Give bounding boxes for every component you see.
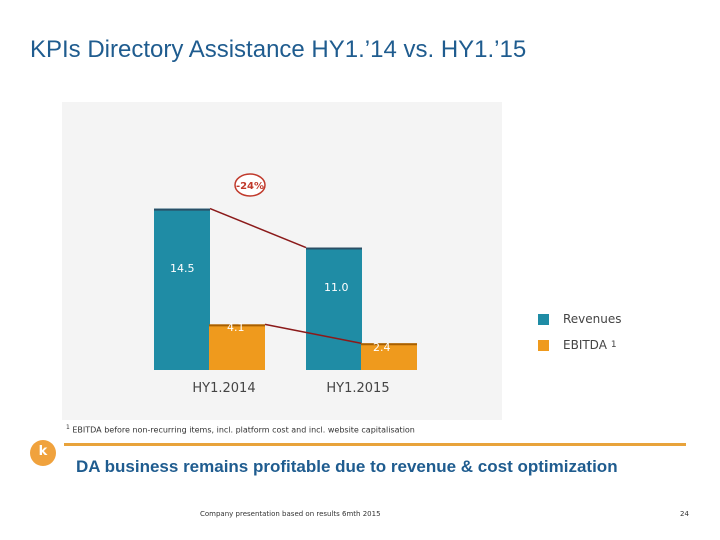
- bar-revenues-1: [306, 247, 362, 370]
- company-logo: k: [30, 440, 56, 466]
- x-tick-label-1: HY1.2015: [326, 381, 389, 396]
- x-tick-label-0: HY1.2014: [192, 381, 255, 396]
- legend-label-revenues: Revenues: [563, 312, 622, 326]
- data-label-ebitda-1: 2.4: [373, 341, 391, 354]
- kpi-bar-chart: 14.5 11.0 4.1 2.4 -24% HY1.2014 HY1.2015: [154, 173, 417, 396]
- divider: [64, 443, 686, 446]
- page-title: KPIs Directory Assistance HY1.’14 vs. HY…: [30, 36, 527, 63]
- trend-line-revenues: [209, 207, 307, 249]
- footer-note: Company presentation based on results 6m…: [200, 510, 381, 518]
- legend-item-ebitda: EBITDA 1: [538, 332, 622, 358]
- data-label-revenues-0: 14.5: [170, 262, 195, 275]
- change-callout-text: -24%: [236, 181, 264, 192]
- page-number: 24: [680, 510, 689, 518]
- chart-panel: 14.5 11.0 4.1 2.4 -24% HY1.2014 HY1.2015: [62, 102, 502, 420]
- trend-line-ebitda: [264, 323, 362, 345]
- bar-ebitda-1: [361, 343, 417, 370]
- legend-swatch-revenues: [538, 313, 549, 325]
- footnote-marker: 1: [66, 424, 70, 431]
- bar-revenues-0: [154, 208, 210, 370]
- legend-item-revenues: Revenues: [538, 306, 622, 332]
- change-callout-circle: [234, 173, 266, 197]
- bar-ebitda-0: [209, 324, 265, 370]
- chart-legend: Revenues EBITDA 1: [538, 306, 622, 358]
- data-label-ebitda-0: 4.1: [227, 321, 245, 334]
- legend-footnote-marker: 1: [610, 340, 617, 350]
- legend-label-ebitda: EBITDA: [563, 338, 607, 352]
- headline: DA business remains profitable due to re…: [76, 457, 618, 476]
- footnote-text: EBITDA before non-recurring items, incl.…: [69, 425, 415, 435]
- legend-swatch-ebitda: [538, 339, 549, 351]
- data-label-revenues-1: 11.0: [324, 281, 349, 294]
- footnote: 1 EBITDA before non-recurring items, inc…: [66, 424, 415, 435]
